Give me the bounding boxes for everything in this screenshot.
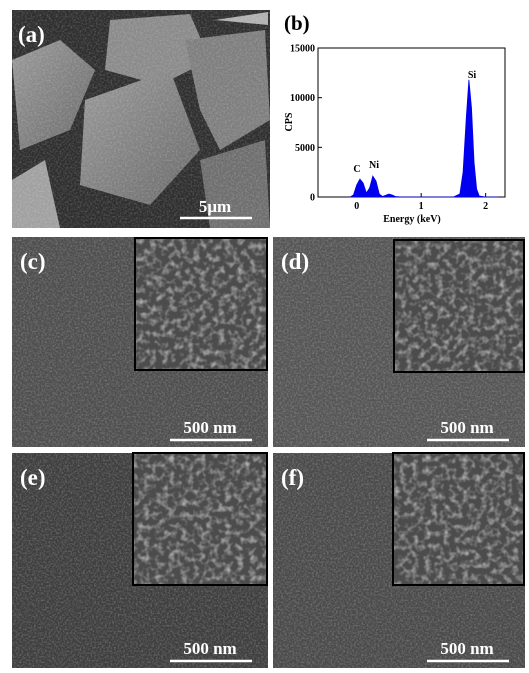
scale-bar-label: 500 nm (440, 639, 493, 658)
spectrum (348, 79, 499, 198)
peak-label: C (353, 164, 360, 175)
scale-bar-label: 500 nm (183, 639, 236, 658)
panel-label: (c) (20, 249, 46, 274)
panel-label: (a) (18, 22, 45, 47)
y-tick-label: 5000 (295, 143, 315, 154)
x-tick-label: 2 (483, 201, 488, 212)
inset-texture (136, 239, 266, 369)
scale-bar-label: 5μm (199, 197, 231, 216)
x-axis-label: Energy (keV) (383, 214, 441, 225)
sem-panels: (c) 500 nm (d) 500 nm (e) 500 nm (f) 500 nm (12, 237, 525, 668)
y-tick-label: 0 (310, 193, 315, 204)
panel-label: (d) (281, 249, 309, 274)
inset-texture (395, 241, 523, 371)
panel-a: (a) 5μm (12, 10, 270, 228)
y-tick-label: 10000 (290, 93, 315, 104)
panel-label: (b) (284, 11, 310, 35)
peak-label: Si (468, 70, 477, 81)
scale-bar-label: 500 nm (183, 418, 236, 437)
x-tick-label: 1 (419, 201, 424, 212)
y-tick-label: 15000 (290, 44, 315, 55)
peak-label: Ni (369, 160, 379, 171)
panel-label: (f) (281, 465, 304, 490)
panel-label: (e) (20, 465, 46, 490)
inset-texture (394, 454, 523, 584)
inset-texture (134, 454, 266, 584)
x-tick-label: 0 (354, 201, 359, 212)
y-axis-label: CPS (284, 112, 295, 131)
panel-b: (b) Energy (keV) CPS 0 1 2 0 5000 10000 15000 C… (284, 11, 506, 225)
plot-frame (317, 47, 506, 198)
scale-bar-label: 500 nm (440, 418, 493, 437)
texture (12, 10, 270, 228)
